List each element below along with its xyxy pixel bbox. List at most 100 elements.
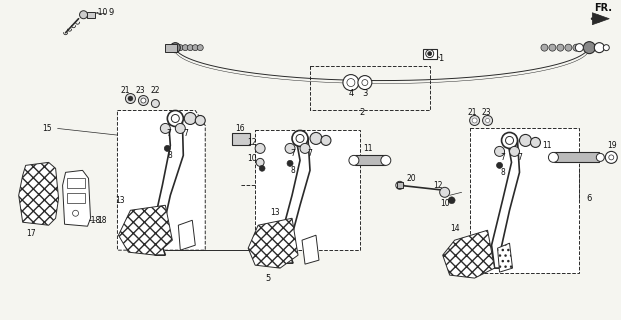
Bar [255, 131, 360, 250]
Circle shape [381, 156, 391, 165]
Polygon shape [119, 205, 173, 255]
Polygon shape [19, 162, 58, 225]
Circle shape [609, 155, 614, 160]
Circle shape [292, 131, 308, 147]
Polygon shape [443, 230, 494, 278]
Circle shape [193, 45, 198, 51]
Text: 9: 9 [109, 8, 114, 17]
Circle shape [296, 134, 304, 142]
Text: 23: 23 [135, 86, 145, 95]
Circle shape [362, 80, 368, 85]
Bar [423, 49, 437, 59]
Circle shape [428, 52, 432, 56]
Circle shape [165, 145, 170, 151]
Text: 12: 12 [433, 181, 442, 190]
Text: 8: 8 [500, 168, 505, 177]
Text: 5: 5 [265, 274, 271, 283]
Circle shape [594, 43, 604, 52]
Polygon shape [497, 243, 512, 272]
Circle shape [520, 134, 532, 147]
Circle shape [141, 98, 146, 103]
Circle shape [79, 11, 88, 19]
Circle shape [171, 115, 179, 123]
Circle shape [73, 210, 78, 216]
Polygon shape [63, 170, 91, 226]
Circle shape [321, 135, 331, 145]
Text: 11: 11 [543, 141, 552, 150]
Circle shape [358, 76, 372, 90]
Circle shape [469, 116, 479, 125]
Polygon shape [152, 118, 183, 255]
Circle shape [440, 187, 450, 197]
Circle shape [188, 45, 193, 51]
Text: 22: 22 [151, 86, 160, 95]
Circle shape [448, 197, 455, 204]
Circle shape [167, 110, 183, 126]
Circle shape [125, 93, 135, 103]
Text: 17: 17 [26, 229, 35, 238]
Text: 8: 8 [291, 166, 296, 175]
Circle shape [530, 137, 540, 148]
Bar [165, 44, 178, 52]
Circle shape [343, 75, 359, 91]
Circle shape [287, 160, 293, 166]
Circle shape [549, 44, 556, 51]
Circle shape [178, 45, 183, 51]
Circle shape [183, 45, 188, 51]
Circle shape [565, 44, 572, 51]
Circle shape [175, 124, 185, 133]
Bar [397, 182, 403, 188]
Circle shape [170, 43, 180, 52]
Text: 15: 15 [42, 124, 52, 133]
Bar [66, 193, 84, 203]
Circle shape [349, 156, 359, 165]
Bar [66, 178, 84, 188]
Text: 16: 16 [235, 124, 245, 133]
Text: 10: 10 [440, 199, 450, 208]
Text: 14: 14 [450, 224, 460, 233]
Text: 7: 7 [500, 153, 505, 162]
Circle shape [548, 152, 558, 162]
Circle shape [509, 147, 520, 156]
Text: 20: 20 [407, 174, 417, 183]
Circle shape [541, 44, 548, 51]
Circle shape [605, 151, 617, 164]
Circle shape [396, 181, 404, 189]
Polygon shape [592, 13, 609, 25]
Circle shape [576, 44, 583, 52]
Circle shape [505, 136, 514, 144]
Circle shape [195, 116, 206, 125]
Circle shape [285, 143, 295, 153]
Text: 4: 4 [348, 89, 353, 98]
Circle shape [502, 132, 517, 148]
Text: 7: 7 [517, 153, 522, 162]
Circle shape [197, 45, 203, 51]
Text: 23: 23 [482, 108, 491, 117]
Polygon shape [302, 235, 319, 264]
Text: 2: 2 [360, 108, 365, 117]
Polygon shape [492, 140, 520, 268]
Text: 3: 3 [362, 89, 368, 98]
Bar [355, 156, 385, 165]
Circle shape [557, 44, 564, 51]
Polygon shape [117, 110, 206, 250]
Text: 11: 11 [363, 144, 373, 153]
Circle shape [255, 143, 265, 153]
Text: -18: -18 [89, 216, 101, 225]
Text: 13: 13 [116, 196, 125, 205]
Circle shape [184, 113, 196, 124]
Circle shape [259, 165, 265, 171]
Text: 21: 21 [120, 86, 130, 95]
Text: 6: 6 [587, 194, 592, 203]
Circle shape [486, 118, 489, 123]
Text: 1: 1 [438, 54, 443, 63]
Text: 7: 7 [166, 129, 171, 138]
Polygon shape [280, 139, 310, 263]
Polygon shape [178, 220, 195, 250]
Bar [469, 128, 579, 273]
Text: FR.: FR. [594, 3, 612, 13]
Circle shape [152, 100, 160, 108]
Text: 21: 21 [468, 108, 478, 117]
Text: 7: 7 [291, 149, 296, 158]
Text: 12: 12 [247, 138, 257, 147]
